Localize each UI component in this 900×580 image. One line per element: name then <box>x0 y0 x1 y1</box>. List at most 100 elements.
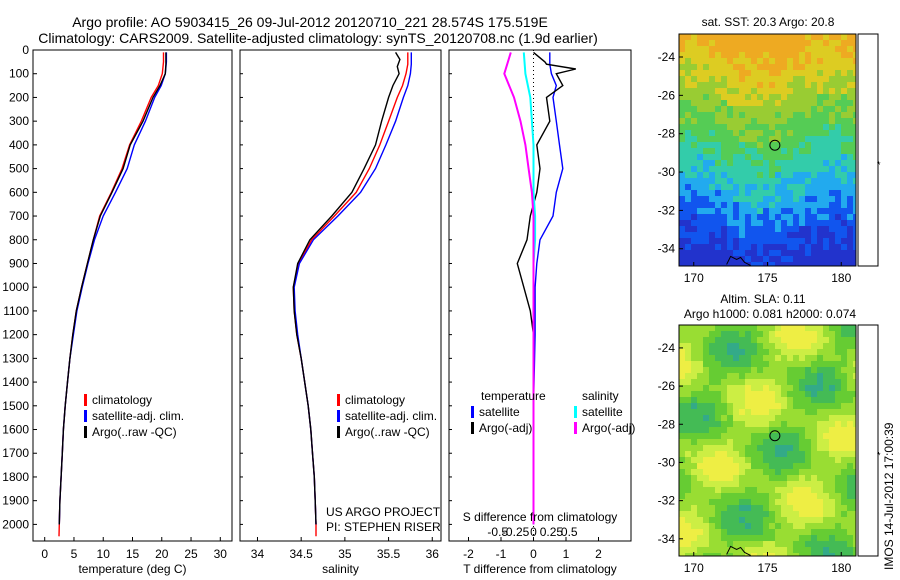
map-cell <box>703 88 709 94</box>
map-cell <box>787 94 793 100</box>
map-cell <box>781 196 787 202</box>
map-cell <box>781 64 787 70</box>
map-cell <box>775 511 781 517</box>
map-cell <box>763 190 769 196</box>
map-cell <box>811 46 817 52</box>
map-cell <box>811 529 817 535</box>
map-cell <box>823 100 829 106</box>
map-cell <box>793 136 799 142</box>
map-cell <box>721 547 727 553</box>
map-cell <box>679 190 685 196</box>
map-cell <box>781 202 787 208</box>
map-cell <box>817 220 823 226</box>
map-cell <box>829 463 835 469</box>
map-cell <box>709 499 715 505</box>
map-cell <box>853 100 856 106</box>
map-cell <box>763 481 769 487</box>
map-cell <box>715 46 721 52</box>
map-cell <box>685 34 691 40</box>
map-cell <box>769 94 775 100</box>
map-cell <box>835 154 841 160</box>
map-cell <box>739 82 745 88</box>
map-cell <box>787 118 793 124</box>
map-cell <box>727 88 733 94</box>
map-cell <box>727 457 733 463</box>
map-cell <box>847 343 853 349</box>
map-cell <box>733 367 739 373</box>
map-cell <box>805 244 811 250</box>
map-cell <box>787 76 793 82</box>
map-cell <box>787 463 793 469</box>
map-cell <box>721 529 727 535</box>
map-cell <box>751 475 757 481</box>
map-cell <box>817 373 823 379</box>
map-cell <box>823 76 829 82</box>
map-cell <box>709 262 715 266</box>
map-cell <box>691 40 697 46</box>
map-cell <box>709 118 715 124</box>
map-cell <box>841 409 847 415</box>
map-cell <box>757 505 763 511</box>
map-cell <box>757 40 763 46</box>
map-cell <box>751 220 757 226</box>
map-cell <box>823 451 829 457</box>
map-cell <box>799 166 805 172</box>
map-cell <box>727 46 733 52</box>
map-cell <box>853 535 856 541</box>
map-cell <box>823 403 829 409</box>
map-cell <box>775 415 781 421</box>
map-cell <box>799 76 805 82</box>
map-cell <box>751 250 757 256</box>
map-cell <box>733 409 739 415</box>
map-cell <box>853 547 856 553</box>
legend-swatch <box>337 394 340 406</box>
map-cell <box>811 379 817 385</box>
map-cell <box>841 355 847 361</box>
map-cell <box>793 415 799 421</box>
map-cell <box>709 256 715 262</box>
map-cell <box>841 214 847 220</box>
map-cell <box>685 523 691 529</box>
map-x-tick-label: 180 <box>831 271 851 285</box>
map-cell <box>841 148 847 154</box>
map-cell <box>853 130 856 136</box>
map-cell <box>715 553 721 556</box>
legend-label: climatology <box>345 393 405 407</box>
map-cell <box>793 190 799 196</box>
map-cell <box>715 505 721 511</box>
map-cell <box>697 391 703 397</box>
map-cell <box>793 451 799 457</box>
map-cell <box>841 379 847 385</box>
map-cell <box>691 208 697 214</box>
map-cell <box>745 118 751 124</box>
map-cell <box>835 46 841 52</box>
map-cell <box>679 325 685 331</box>
map-cell <box>763 523 769 529</box>
map-cell <box>757 445 763 451</box>
map-cell <box>757 349 763 355</box>
map-cell <box>685 220 691 226</box>
map-cell <box>847 160 853 166</box>
map-cell <box>691 517 697 523</box>
map-cell <box>703 517 709 523</box>
map-cell <box>739 331 745 337</box>
map-cell <box>679 343 685 349</box>
map-cell <box>829 505 835 511</box>
map-cell <box>709 547 715 553</box>
map-cell <box>835 499 841 505</box>
map-cell <box>823 136 829 142</box>
map-cell <box>841 256 847 262</box>
map-cell <box>739 52 745 58</box>
map-cell <box>769 355 775 361</box>
map-cell <box>727 256 733 262</box>
map-cell <box>787 469 793 475</box>
map-cell <box>775 178 781 184</box>
map-cell <box>703 343 709 349</box>
map-cell <box>781 349 787 355</box>
map-cell <box>829 184 835 190</box>
map-cell <box>775 397 781 403</box>
map-cell <box>751 355 757 361</box>
map-cell <box>793 100 799 106</box>
map-cell <box>829 208 835 214</box>
map-cell <box>781 397 787 403</box>
